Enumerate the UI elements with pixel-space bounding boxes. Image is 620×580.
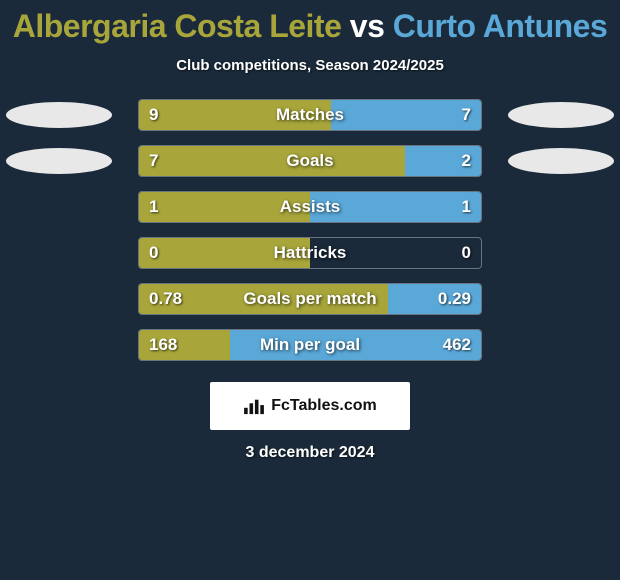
- vs-text: vs: [341, 8, 392, 44]
- stat-label: Assists: [139, 197, 481, 217]
- stat-label: Goals: [139, 151, 481, 171]
- player1-name: Albergaria Costa Leite: [13, 8, 342, 44]
- stat-row: 72Goals: [0, 138, 620, 184]
- stat-bar: 0.780.29Goals per match: [138, 283, 482, 315]
- stat-bar: 168462Min per goal: [138, 329, 482, 361]
- stat-label: Matches: [139, 105, 481, 125]
- player2-avatar: [508, 148, 614, 174]
- date-text: 3 december 2024: [0, 444, 620, 462]
- player2-avatar: [508, 102, 614, 128]
- player1-avatar: [6, 148, 112, 174]
- stat-label: Min per goal: [139, 335, 481, 355]
- stat-bar: 11Assists: [138, 191, 482, 223]
- player1-avatar: [6, 102, 112, 128]
- stat-row: 168462Min per goal: [0, 322, 620, 368]
- source-badge[interactable]: FcTables.com: [210, 382, 410, 430]
- player2-name: Curto Antunes: [393, 8, 608, 44]
- stat-row: 97Matches: [0, 92, 620, 138]
- subtitle: Club competitions, Season 2024/2025: [0, 57, 620, 74]
- comparison-chart: 97Matches 72Goals 11Assists 00Hattricks 0.78…: [0, 92, 620, 368]
- stat-bar: 00Hattricks: [138, 237, 482, 269]
- stat-bar: 97Matches: [138, 99, 482, 131]
- stat-row: 11Assists: [0, 184, 620, 230]
- stat-label: Goals per match: [139, 289, 481, 309]
- source-badge-text: FcTables.com: [271, 397, 377, 415]
- chart-icon: [243, 397, 265, 415]
- page-title: Albergaria Costa Leite vs Curto Antunes: [0, 0, 620, 45]
- stat-label: Hattricks: [139, 243, 481, 263]
- stat-row: 00Hattricks: [0, 230, 620, 276]
- stat-bar: 72Goals: [138, 145, 482, 177]
- stat-row: 0.780.29Goals per match: [0, 276, 620, 322]
- comparison-widget: Albergaria Costa Leite vs Curto Antunes …: [0, 0, 620, 580]
